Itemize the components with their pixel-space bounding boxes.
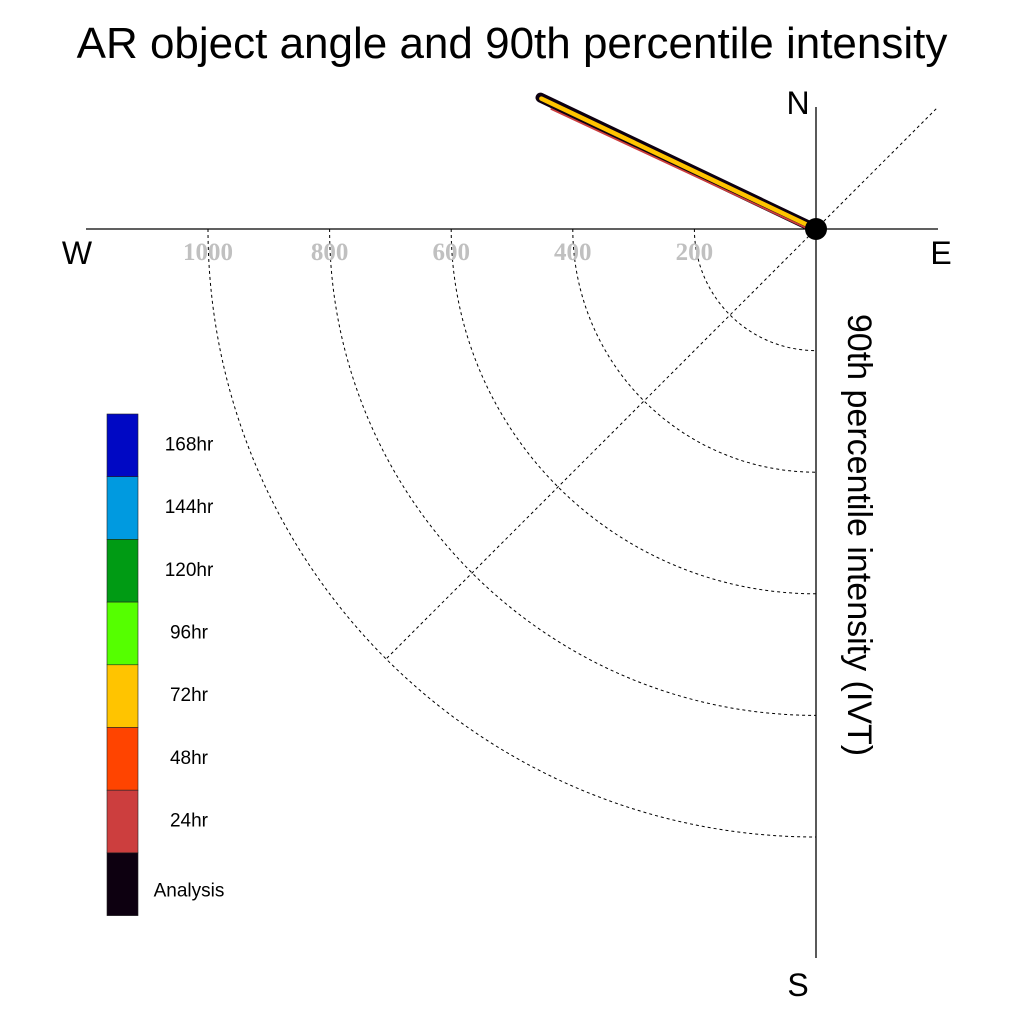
grid-lines: [207, 108, 937, 838]
legend-label-72hr: 72hr: [170, 685, 209, 706]
radial-tick-labels: 200 400 600 800 1000: [183, 239, 713, 266]
legend-label-144hr: 144hr: [165, 497, 214, 518]
radial-tick-label: 400: [554, 239, 592, 266]
radial-tick-label: 800: [311, 239, 349, 266]
chart-title: AR object angle and 90th percentile inte…: [77, 19, 948, 68]
legend-label-analysis: Analysis: [154, 880, 225, 901]
origin-marker: [805, 218, 827, 240]
south-label: S: [787, 967, 808, 1003]
radial-tick-label: 200: [676, 239, 714, 266]
vector-series: [535, 92, 821, 234]
diagonal-grid-line: [385, 108, 937, 660]
north-label: N: [786, 85, 809, 121]
legend-swatch-48hr: [106, 727, 139, 791]
east-label: E: [930, 235, 951, 271]
legend-label-120hr: 120hr: [165, 560, 214, 581]
grid-arc: [207, 228, 817, 838]
legend-label-168hr: 168hr: [165, 434, 214, 455]
grid-arc: [572, 228, 817, 473]
legend-swatch-72hr: [106, 664, 139, 728]
radial-tick-label: 1000: [183, 239, 233, 266]
axes: [86, 107, 938, 958]
west-label: W: [62, 235, 93, 271]
vector-72hr: [539, 96, 819, 232]
legend-label-24hr: 24hr: [170, 811, 209, 832]
legend-swatch-24hr: [106, 789, 139, 854]
legend: 168hr 144hr 120hr 96hr 72hr 48hr 24hr Analysis: [106, 413, 225, 916]
legend-swatch-168hr: [106, 413, 139, 478]
legend-swatch-120hr: [106, 539, 139, 603]
legend-label-96hr: 96hr: [170, 622, 209, 643]
radial-axis-label: 90th percentile intensity (IVT): [840, 314, 878, 756]
legend-swatch-analysis: [106, 852, 139, 916]
legend-label-48hr: 48hr: [170, 748, 209, 769]
grid-arc: [450, 228, 817, 595]
radial-tick-label: 600: [432, 239, 470, 266]
legend-swatch-96hr: [106, 601, 139, 666]
legend-swatch-144hr: [106, 476, 139, 540]
grid-arc: [329, 228, 817, 716]
vector-24hr: [550, 108, 816, 233]
grid-arc: [693, 228, 817, 352]
